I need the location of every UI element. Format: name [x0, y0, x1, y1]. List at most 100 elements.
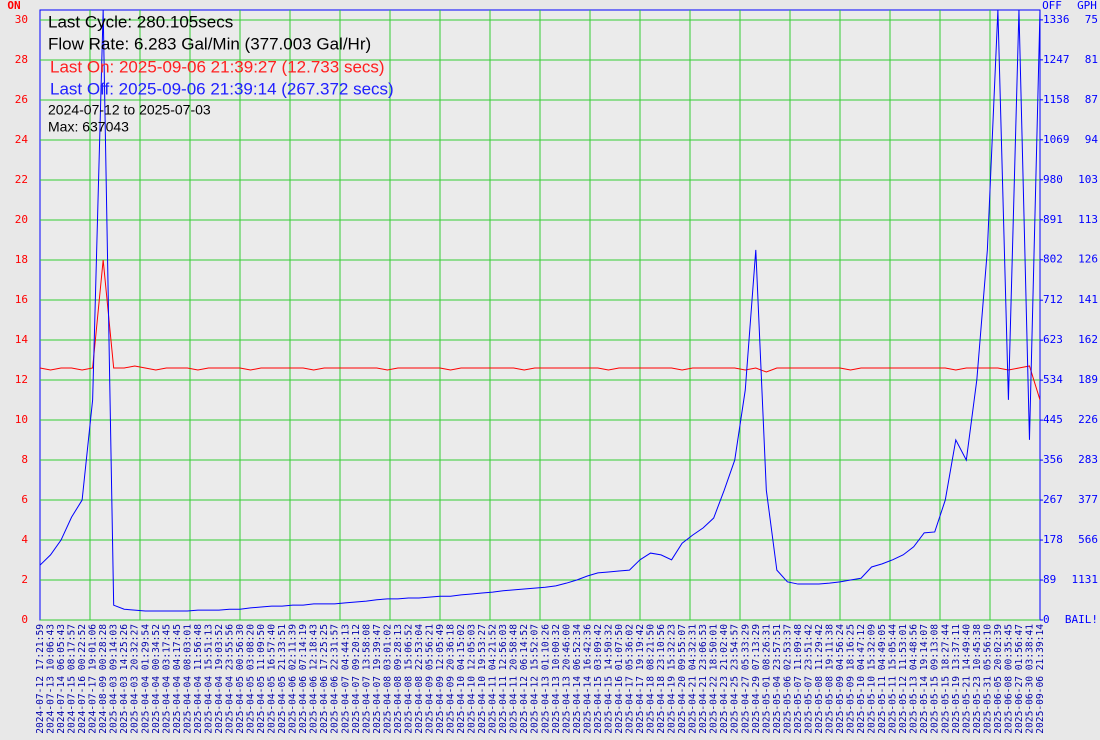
x-tick-label: 2025-04-18 08:21:50	[646, 624, 657, 734]
x-tick-label: 2025-04-04 00:34:52	[151, 624, 162, 734]
x-tick-label: 2025-04-07 09:20:12	[351, 624, 362, 734]
series-layer	[40, 10, 1040, 612]
x-tick-label: 2025-04-17 19:19:42	[635, 624, 646, 734]
y2-tick-label: 712	[1043, 293, 1063, 306]
gph-axis-label: GPH	[1077, 0, 1097, 12]
x-tick-label: 2025-04-04 19:03:52	[214, 624, 225, 734]
x-tick-label: 2025-06-30 03:38:41	[1024, 624, 1035, 734]
x-tick-label: 2025-04-11 04:21:52	[488, 624, 499, 734]
y2-tick-label: 89	[1043, 573, 1056, 586]
x-tick-label: 2025-05-14 19:14:07	[919, 624, 930, 734]
x-tick-label: 2025-04-06 07:14:19	[298, 624, 309, 734]
y2-tick-label: 980	[1043, 173, 1063, 186]
x-tick-label: 2025-05-19 13:37:11	[951, 624, 962, 734]
x-tick-label: 2025-04-07 04:44:13	[340, 624, 351, 734]
x-tick-label: 2025-06-05 20:02:39	[993, 624, 1004, 734]
x-tick-label: 2025-05-12 11:53:01	[898, 624, 909, 734]
gph-tick-label: 126	[1078, 253, 1098, 266]
x-tick-label: 2025-04-04 08:03:01	[182, 624, 193, 734]
x-tick-label: 2025-04-04 11:56:48	[193, 624, 204, 734]
gph-tick-label: 94	[1085, 133, 1099, 146]
x-tick-label: 2025-04-18 23:10:56	[656, 624, 667, 734]
x-tick-label: 2024-07-13 10:06:43	[46, 624, 57, 734]
x-tick-label: 2025-05-04 23:57:51	[772, 624, 783, 734]
x-tick-label: 2025-06-08 00:35:45	[1003, 624, 1014, 734]
x-tick-label: 2025-05-11 15:05:44	[888, 624, 899, 734]
x-tick-label: 2025-05-23 10:45:38	[972, 624, 983, 734]
y2-tick-label: 1336	[1043, 13, 1070, 26]
x-tick-label: 2025-04-04 15:51:13	[203, 624, 214, 734]
x-tick-label: 2025-04-14 16:42:36	[582, 624, 593, 734]
y2-tick-label: 534	[1043, 373, 1063, 386]
y2-tick-label: 178	[1043, 533, 1063, 546]
annotation: Last On: 2025-09-06 21:39:27 (12.733 sec…	[50, 57, 385, 76]
x-tick-label: 2025-04-12 06:14:52	[519, 624, 530, 734]
x-tick-label: 2025-06-27 01:56:47	[1014, 624, 1025, 734]
gph-tick-label: 81	[1085, 53, 1098, 66]
gph-tick-label: 103	[1078, 173, 1098, 186]
x-tick-label: 2025-04-13 10:00:32	[551, 624, 562, 734]
gph-tick-label: 113	[1078, 213, 1098, 226]
x-tick-label: 2025-05-08 19:11:38	[824, 624, 835, 734]
annotation: Last Cycle: 280.105secs	[48, 12, 233, 31]
y-tick-label: 6	[21, 493, 28, 506]
x-tick-label: 2025-04-05 11:09:50	[256, 624, 267, 734]
x-tick-label: 2025-04-07 19:39:47	[372, 624, 383, 734]
x-tick-label: 2025-04-09 05:56:21	[424, 624, 435, 734]
x-tick-label: 2025-04-10 12:05:03	[467, 624, 478, 734]
gph-tick-label: 162	[1078, 333, 1098, 346]
gph-tick-label: 226	[1078, 413, 1098, 426]
x-tick-label: 2025-04-29 07:13:29	[751, 624, 762, 734]
y-tick-label: 28	[15, 53, 28, 66]
y2-tick-label: 891	[1043, 213, 1063, 226]
annotation: Last Off: 2025-09-06 21:39:14 (267.372 s…	[50, 79, 394, 98]
x-tick-label: 2025-05-06 02:53:37	[782, 624, 793, 734]
x-tick-label: 2025-04-05 00:56:30	[235, 624, 246, 734]
x-tick-label: 2024-07-14 06:05:43	[56, 624, 67, 734]
x-tick-label: 2025-04-04 04:17:45	[172, 624, 183, 734]
x-tick-label: 2025-04-25 23:54:57	[730, 624, 741, 734]
x-tick-label: 2025-05-10 04:47:12	[856, 624, 867, 734]
y-tick-label: 24	[15, 133, 29, 146]
x-tick-label: 2025-04-03 14:25:26	[119, 624, 130, 734]
gph-tick-label: BAIL!	[1065, 613, 1098, 626]
gph-tick-label: 189	[1078, 373, 1098, 386]
x-tick-label: 2025-04-14 06:52:34	[572, 624, 583, 734]
x-tick-label: 2025-04-21 23:06:53	[698, 624, 709, 734]
x-tick-label: 2025-04-08 09:28:13	[393, 624, 404, 734]
y2-tick-label: 1158	[1043, 93, 1070, 106]
x-tick-label: 2025-05-15 09:13:08	[930, 624, 941, 734]
x-tick-label: 2025-04-07 13:58:08	[361, 624, 372, 734]
x-tick-label: 2024-07-12 17:21:59	[35, 624, 46, 734]
y2-tick-label: 1069	[1043, 133, 1070, 146]
x-tick-label: 2025-04-06 17:25:25	[319, 624, 330, 734]
annotation: Max: 637043	[48, 119, 129, 135]
y-tick-label: 20	[15, 213, 28, 226]
y-tick-label: 4	[21, 533, 28, 546]
x-tick-label: 2025-04-05 16:57:40	[267, 624, 278, 734]
x-tick-label: 2025-04-16 01:07:50	[614, 624, 625, 734]
x-tick-label: 2025-05-15 18:27:44	[940, 624, 951, 734]
x-tick-label: 2025-05-07 23:51:42	[803, 624, 814, 734]
x-tick-label: 2025-04-03 20:32:27	[130, 624, 141, 734]
y2-tick-label: 1247	[1043, 53, 1070, 66]
x-tick-label: 2025-09-06 21:39:14	[1035, 624, 1046, 734]
x-tick-label: 2025-04-04 03:17:45	[161, 624, 172, 734]
x-tick-label: 2025-05-09 04:56:24	[835, 624, 846, 734]
x-tick-label: 2024-07-15 08:17:57	[67, 624, 78, 734]
y2-tick-label: 445	[1043, 413, 1063, 426]
x-tick-label: 2025-04-04 01:29:54	[140, 624, 151, 734]
y-tick-label: 18	[15, 253, 28, 266]
gph-tick-label: 566	[1078, 533, 1098, 546]
y2-tick-label: 802	[1043, 253, 1063, 266]
x-tick-label: 2025-04-21 04:32:31	[688, 624, 699, 734]
y-tick-label: 14	[15, 333, 29, 346]
x-tick-label: 2025-04-23 21:02:40	[719, 624, 730, 734]
x-tick-label: 2025-04-12 15:52:07	[530, 624, 541, 734]
x-tick-label: 2025-04-15 14:50:32	[603, 624, 614, 734]
x-tick-label: 2025-04-13 01:10:26	[540, 624, 551, 734]
x-tick-label: 2025-05-07 11:09:48	[793, 624, 804, 734]
gph-tick-label: 75	[1085, 13, 1098, 26]
